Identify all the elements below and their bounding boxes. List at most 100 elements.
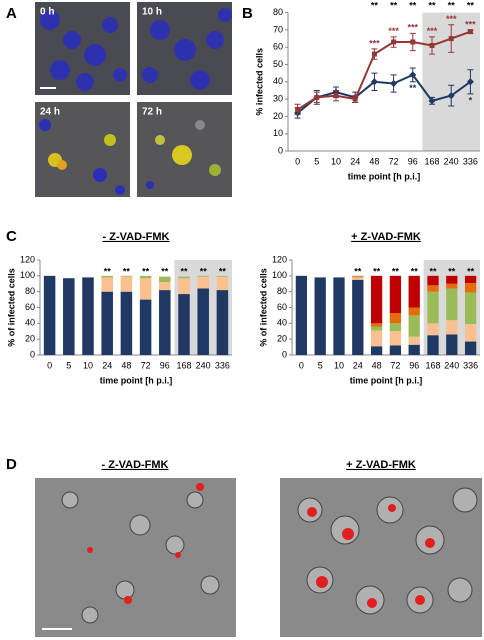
bar-segment <box>216 290 229 355</box>
y-tick-label: 20 <box>273 111 283 121</box>
x-tick-label: 24 <box>102 360 112 370</box>
marker <box>371 51 377 57</box>
bar-segment <box>446 320 458 335</box>
y-tick-label: 80 <box>25 286 35 296</box>
bar-segment <box>159 282 171 291</box>
bar-segment <box>216 275 229 277</box>
series-significance: *** <box>465 19 476 29</box>
bar-segment <box>352 276 364 278</box>
image-label: 24 h <box>40 107 60 118</box>
significance: ** <box>428 0 436 10</box>
cells <box>61 491 220 624</box>
significance: ** <box>390 0 398 10</box>
x-tick-label: 96 <box>408 156 418 166</box>
x-tick-label: 168 <box>425 360 440 370</box>
significance: ** <box>411 266 419 276</box>
x-tick-label: 0 <box>295 156 300 166</box>
x-tick-label: 336 <box>463 360 478 370</box>
bar-segment <box>178 276 190 279</box>
y-tick-label: 120 <box>272 254 287 264</box>
significance: ** <box>373 266 381 276</box>
bar-segment <box>446 283 458 289</box>
x-tick-label: 0 <box>299 360 304 370</box>
line <box>296 73 471 114</box>
y-tick-label: 120 <box>20 254 35 264</box>
marker <box>295 106 301 112</box>
bar-segment <box>427 323 439 336</box>
significance: ** <box>392 266 400 276</box>
chart-title: + Z-VAD-FMK <box>351 231 421 243</box>
x-tick-label: 0 <box>47 360 52 370</box>
x-tick-label: 24 <box>350 156 360 166</box>
bar-segment <box>389 345 402 355</box>
x-tick-label: 96 <box>409 360 419 370</box>
bar-segment <box>82 277 94 355</box>
marker <box>466 78 474 86</box>
x-tick-label: 10 <box>334 360 344 370</box>
x-tick-label: 5 <box>318 360 323 370</box>
x-tick-label: 48 <box>369 156 379 166</box>
y-axis-label: % of infected cells <box>258 268 268 347</box>
significance: ** <box>354 266 362 276</box>
marker <box>467 29 473 35</box>
cells <box>142 8 232 90</box>
marker <box>428 97 436 105</box>
bar-segment <box>464 324 477 342</box>
bar-segment <box>464 292 477 325</box>
y-tick-label: 80 <box>273 7 283 17</box>
bar-segment <box>464 341 477 355</box>
significance: ** <box>448 0 456 10</box>
bar-segment <box>352 275 364 277</box>
bar-segment <box>370 275 383 324</box>
y-tick-label: 70 <box>273 24 283 34</box>
x-tick-label: 72 <box>389 156 399 166</box>
significance: ** <box>180 266 188 276</box>
significance: ** <box>104 266 112 276</box>
y-axis-label: % infected cells <box>254 48 264 116</box>
y-tick-label: 0 <box>282 349 287 359</box>
panel-label: A <box>6 5 17 22</box>
marker <box>448 36 454 42</box>
x-tick-label: 96 <box>160 360 170 370</box>
y-tick-label: 60 <box>277 302 287 312</box>
cells <box>146 120 221 189</box>
bar-segment <box>427 335 439 355</box>
bar-segment <box>408 315 420 337</box>
line <box>297 30 471 111</box>
marker <box>429 42 435 48</box>
x-tick-label: 72 <box>390 360 400 370</box>
bar-segment <box>389 275 402 314</box>
bar-segment <box>197 276 209 289</box>
x-tick-label: 48 <box>372 360 382 370</box>
y-tick-label: 20 <box>25 334 35 344</box>
marker <box>447 92 455 100</box>
bar-segment <box>370 346 383 355</box>
marker <box>391 39 397 45</box>
significance: ** <box>123 266 131 276</box>
bar-segment <box>63 278 75 355</box>
significance: ** <box>467 266 475 276</box>
bar-segment <box>178 278 190 295</box>
bar-segment <box>120 291 133 355</box>
bar-segment <box>314 277 326 355</box>
y-tick-label: 20 <box>277 334 287 344</box>
x-axis-label: time point [h p.i.] <box>100 375 173 385</box>
significance: ** <box>200 266 208 276</box>
x-tick-label: 5 <box>66 360 71 370</box>
bar-segment <box>101 277 113 292</box>
significance: ** <box>371 0 379 10</box>
series-significance: ** <box>409 83 417 93</box>
significance: ** <box>448 266 456 276</box>
bar-segment <box>120 275 133 277</box>
significance: ** <box>219 266 227 276</box>
series-significance: *** <box>446 14 457 24</box>
bar-segment <box>197 288 209 355</box>
bar-segment <box>139 299 152 355</box>
y-tick-label: 50 <box>273 59 283 69</box>
panel-label: B <box>242 5 253 22</box>
x-tick-label: 10 <box>331 156 341 166</box>
micrograph-grid: 0 h 10 h 24 h 72 h <box>35 2 232 197</box>
bar-segment <box>139 278 152 300</box>
bar-segment <box>389 331 402 346</box>
